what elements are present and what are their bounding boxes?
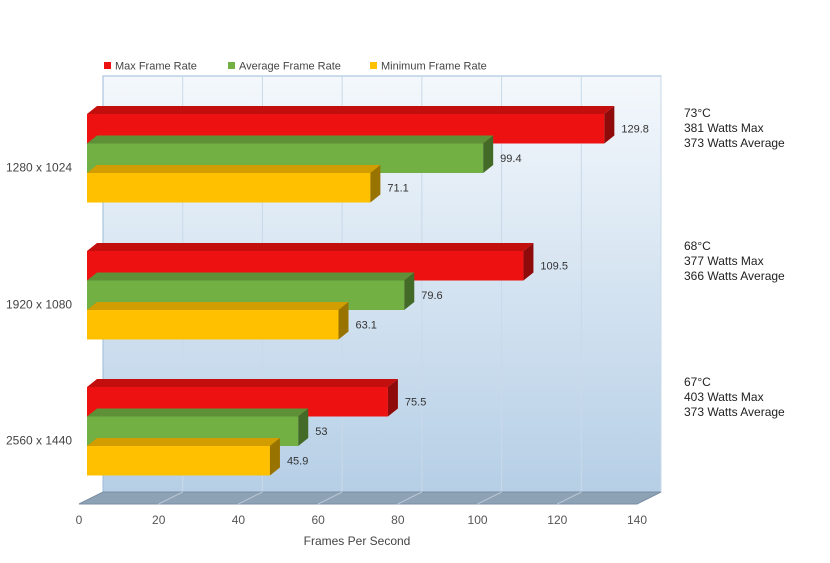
annotation-temp: 73°C bbox=[684, 106, 711, 120]
data-label: 63.1 bbox=[355, 320, 376, 332]
bar-end-face bbox=[298, 408, 309, 446]
floor-gridline bbox=[238, 491, 263, 505]
annotation-watts-max: 381 Watts Max bbox=[684, 121, 764, 135]
category-label: 1280 x 1024 bbox=[6, 160, 72, 174]
bar bbox=[87, 310, 339, 340]
data-label: 109.5 bbox=[540, 261, 568, 273]
annotation-3: 67°C 403 Watts Max 373 Watts Average bbox=[684, 375, 785, 420]
x-tick-label: 20 bbox=[152, 513, 166, 527]
annotation-watts-average: 373 Watts Average bbox=[684, 405, 785, 419]
bar-end-face bbox=[338, 302, 349, 340]
legend-label: Average Frame Rate bbox=[239, 61, 341, 73]
bar-end-face bbox=[523, 243, 534, 281]
x-tick-label: 0 bbox=[76, 513, 83, 527]
bar-top-face bbox=[87, 243, 534, 251]
bar-end-face bbox=[370, 165, 381, 203]
bar-top-face bbox=[87, 408, 309, 417]
legend-label: Minimum Frame Rate bbox=[381, 61, 487, 73]
x-axis-title: Frames Per Second bbox=[304, 534, 411, 548]
legend-label: Max Frame Rate bbox=[115, 61, 197, 73]
x-tick-label: 80 bbox=[391, 513, 405, 527]
floor-gridline bbox=[397, 491, 423, 505]
annotation-watts-max: 377 Watts Max bbox=[684, 254, 764, 268]
annotation-watts-average: 373 Watts Average bbox=[684, 136, 785, 150]
bar-top-face bbox=[87, 135, 494, 144]
bar-top-face bbox=[87, 106, 615, 114]
chart-floor bbox=[78, 491, 662, 505]
floor-gridline bbox=[317, 491, 343, 505]
floor-gridline bbox=[477, 491, 502, 505]
x-tick-label: 120 bbox=[547, 513, 567, 527]
annotation-watts-max: 403 Watts Max bbox=[684, 390, 764, 404]
bar-top-face bbox=[87, 438, 280, 446]
data-label: 53 bbox=[315, 426, 327, 438]
bar-end-face bbox=[269, 438, 280, 476]
legend-swatch bbox=[228, 62, 235, 69]
x-tick-label: 100 bbox=[468, 513, 488, 527]
x-tick-label: 60 bbox=[311, 513, 325, 527]
data-label: 99.4 bbox=[500, 153, 521, 165]
bar-end-face bbox=[387, 379, 398, 417]
bar bbox=[87, 446, 270, 476]
bar bbox=[87, 173, 371, 203]
bar-top-face bbox=[87, 165, 381, 173]
data-label: 75.5 bbox=[405, 397, 426, 409]
category-label: 1920 x 1080 bbox=[6, 297, 72, 311]
annotation-2: 68°C 377 Watts Max 366 Watts Average bbox=[684, 239, 785, 284]
bar-top-face bbox=[87, 272, 415, 281]
data-label: 45.9 bbox=[287, 456, 308, 468]
annotation-1: 73°C 381 Watts Max 373 Watts Average bbox=[684, 106, 785, 151]
bar-top-face bbox=[87, 302, 349, 310]
bar-top-face bbox=[87, 379, 398, 387]
data-label: 71.1 bbox=[387, 183, 408, 195]
category-label: 2560 x 1440 bbox=[6, 433, 72, 447]
bar-end-face bbox=[404, 272, 415, 310]
legend-swatch bbox=[104, 62, 111, 69]
floor-gridline bbox=[158, 491, 183, 505]
bar-end-face bbox=[483, 135, 494, 173]
data-label: 129.8 bbox=[621, 124, 649, 136]
annotation-temp: 68°C bbox=[684, 239, 711, 253]
data-label: 79.6 bbox=[421, 290, 442, 302]
floor-gridline bbox=[557, 491, 582, 505]
annotation-temp: 67°C bbox=[684, 375, 711, 389]
x-tick-label: 140 bbox=[627, 513, 647, 527]
x-tick-label: 40 bbox=[232, 513, 246, 527]
annotation-watts-average: 366 Watts Average bbox=[684, 269, 785, 283]
legend-swatch bbox=[370, 62, 377, 69]
bar-end-face bbox=[604, 106, 615, 144]
